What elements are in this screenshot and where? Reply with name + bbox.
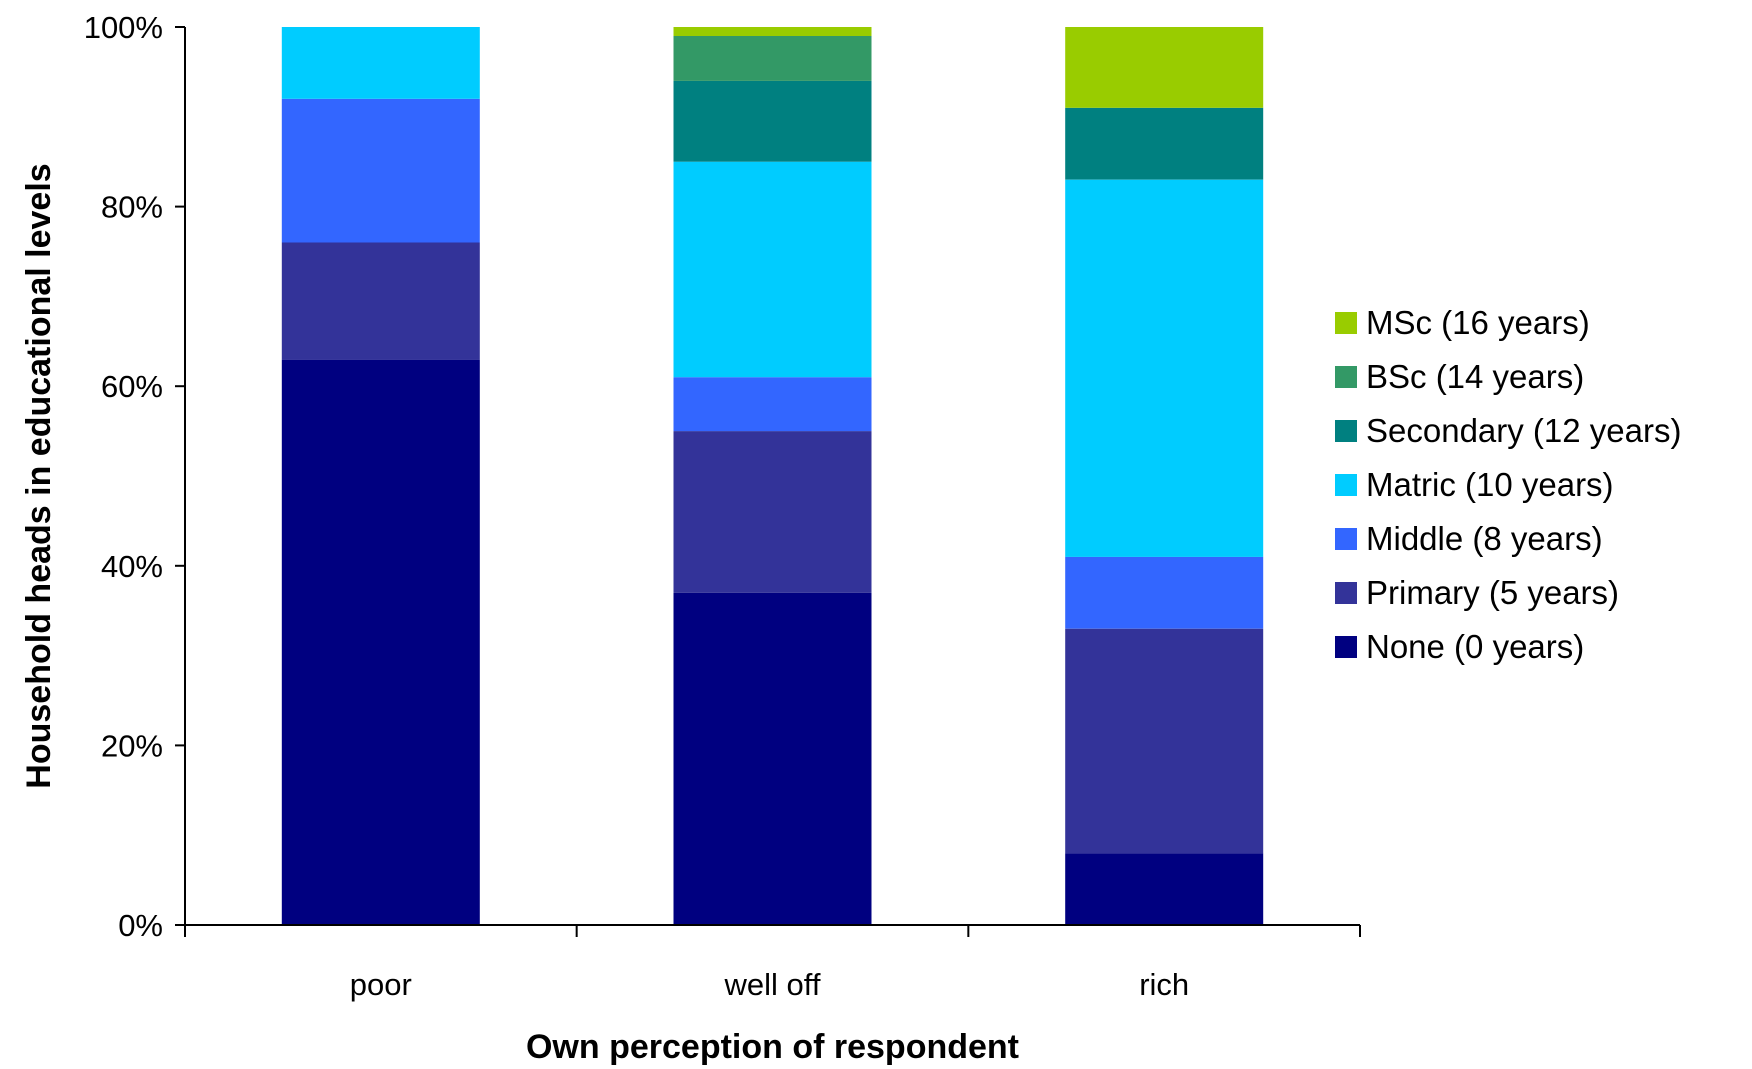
x-axis-title: Own perception of respondent — [526, 1028, 1019, 1066]
legend-label: Secondary (12 years) — [1366, 412, 1682, 449]
y-tick-label: 20% — [101, 728, 163, 763]
y-tick-label: 80% — [101, 190, 163, 225]
y-axis-title: Household heads in educational levels — [20, 163, 58, 788]
y-tick-label: 0% — [118, 908, 163, 943]
legend-item: BSc (14 years) — [1335, 350, 1750, 404]
bar-segment-2-6 — [1065, 27, 1264, 108]
legend-swatch — [1335, 636, 1357, 658]
bars-group — [281, 27, 1264, 925]
bar-segment-1-6 — [673, 27, 872, 36]
y-tick-label: 100% — [84, 10, 163, 45]
legend-label: BSc (14 years) — [1366, 358, 1585, 395]
y-tick-label: 40% — [101, 549, 163, 584]
bar-segment-1-0 — [673, 592, 872, 925]
legend-swatch — [1335, 528, 1357, 550]
bar-segment-2-4 — [1065, 107, 1264, 180]
legend-label: Middle (8 years) — [1366, 520, 1603, 557]
bar-segment-2-2 — [1065, 556, 1264, 629]
legend-label: MSc (16 years) — [1366, 304, 1590, 341]
legend-item: MSc (16 years) — [1335, 296, 1750, 350]
x-tick-label: well off — [724, 967, 821, 1002]
bar-segment-2-1 — [1065, 628, 1264, 854]
legend-item: Matric (10 years) — [1335, 458, 1750, 512]
bar-segment-1-3 — [673, 161, 872, 378]
bar-segment-2-3 — [1065, 179, 1264, 557]
legend-swatch — [1335, 312, 1357, 334]
bar-segment-1-1 — [673, 431, 872, 593]
bar-segment-0-0 — [281, 359, 480, 925]
x-tick-label: rich — [1139, 967, 1189, 1002]
legend-swatch — [1335, 474, 1357, 496]
legend-label: Matric (10 years) — [1366, 466, 1614, 503]
legend-label: Primary (5 years) — [1366, 574, 1620, 611]
legend-swatch — [1335, 420, 1357, 442]
y-tick-label: 60% — [101, 369, 163, 404]
bar-segment-1-5 — [673, 36, 872, 81]
legend-item: Middle (8 years) — [1335, 512, 1750, 566]
legend: MSc (16 years) BSc (14 years) Secondary (1… — [1335, 296, 1750, 674]
labels-group: 0% 20% 40% 60% 80% 100% poor well off rich Own pe… — [20, 10, 1189, 1066]
legend-swatch — [1335, 366, 1357, 388]
bar-segment-0-3 — [281, 27, 480, 99]
bar-segment-0-1 — [281, 242, 480, 360]
bar-segment-1-4 — [673, 80, 872, 162]
bar-segment-0-2 — [281, 98, 480, 243]
bar-segment-2-0 — [1065, 853, 1264, 925]
legend-item: None (0 years) — [1335, 620, 1750, 674]
legend-item: Secondary (12 years) — [1335, 404, 1750, 458]
bar-segment-1-2 — [673, 377, 872, 432]
legend-label: None (0 years) — [1366, 628, 1585, 665]
axes-group — [175, 26, 1361, 937]
x-tick-label: poor — [350, 967, 412, 1002]
legend-item: Primary (5 years) — [1335, 566, 1750, 620]
legend-swatch — [1335, 582, 1357, 604]
